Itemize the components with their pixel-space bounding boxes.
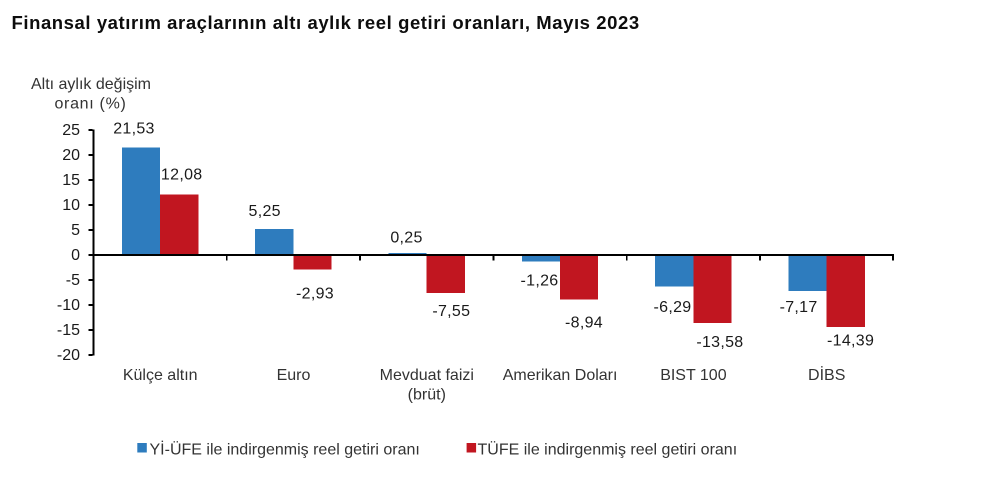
svg-text:-5: -5 xyxy=(66,272,80,289)
svg-text:-20: -20 xyxy=(57,347,80,364)
svg-text:-1,26: -1,26 xyxy=(521,273,559,290)
svg-text:Altı aylık değişim: Altı aylık değişim xyxy=(31,76,151,93)
svg-text:-7,17: -7,17 xyxy=(780,299,818,316)
svg-text:-13,58: -13,58 xyxy=(696,334,743,351)
svg-text:-2,93: -2,93 xyxy=(296,286,334,303)
svg-text:21,53: 21,53 xyxy=(113,121,155,138)
svg-text:Amerikan Doları: Amerikan Doları xyxy=(503,367,618,384)
svg-text:BIST 100: BIST 100 xyxy=(660,367,727,384)
svg-text:25: 25 xyxy=(62,122,80,139)
svg-text:-8,94: -8,94 xyxy=(565,315,603,332)
svg-text:10: 10 xyxy=(62,197,80,214)
svg-text:0,25: 0,25 xyxy=(390,230,422,247)
svg-text:Finansal yatırım araçlarının a: Finansal yatırım araçlarının altı aylık … xyxy=(12,12,640,33)
svg-text:-7,55: -7,55 xyxy=(432,303,470,320)
svg-text:Külçe altın: Külçe altın xyxy=(123,367,198,384)
svg-text:Euro: Euro xyxy=(277,367,311,384)
svg-text:-14,39: -14,39 xyxy=(827,333,874,350)
svg-text:0: 0 xyxy=(71,247,80,264)
svg-text:DİBS: DİBS xyxy=(808,365,845,384)
svg-text:12,08: 12,08 xyxy=(161,166,203,183)
svg-text:TÜFE ile indirgenmiş reel geti: TÜFE ile indirgenmiş reel getiri oranı xyxy=(478,440,738,458)
svg-text:(brüt): (brüt) xyxy=(408,387,446,404)
svg-text:Yİ-ÜFE ile indirgenmiş reel ge: Yİ-ÜFE ile indirgenmiş reel getiri oranı xyxy=(150,439,420,458)
svg-text:5: 5 xyxy=(71,222,80,239)
svg-text:Mevduat faizi: Mevduat faizi xyxy=(380,367,474,384)
svg-text:-15: -15 xyxy=(57,322,80,339)
svg-text:20: 20 xyxy=(62,147,80,164)
svg-text:5,25: 5,25 xyxy=(249,203,281,220)
svg-text:-10: -10 xyxy=(57,297,80,314)
svg-text:15: 15 xyxy=(62,172,80,189)
svg-text:-6,29: -6,29 xyxy=(654,299,692,316)
svg-text:oranı (%): oranı (%) xyxy=(54,96,126,113)
